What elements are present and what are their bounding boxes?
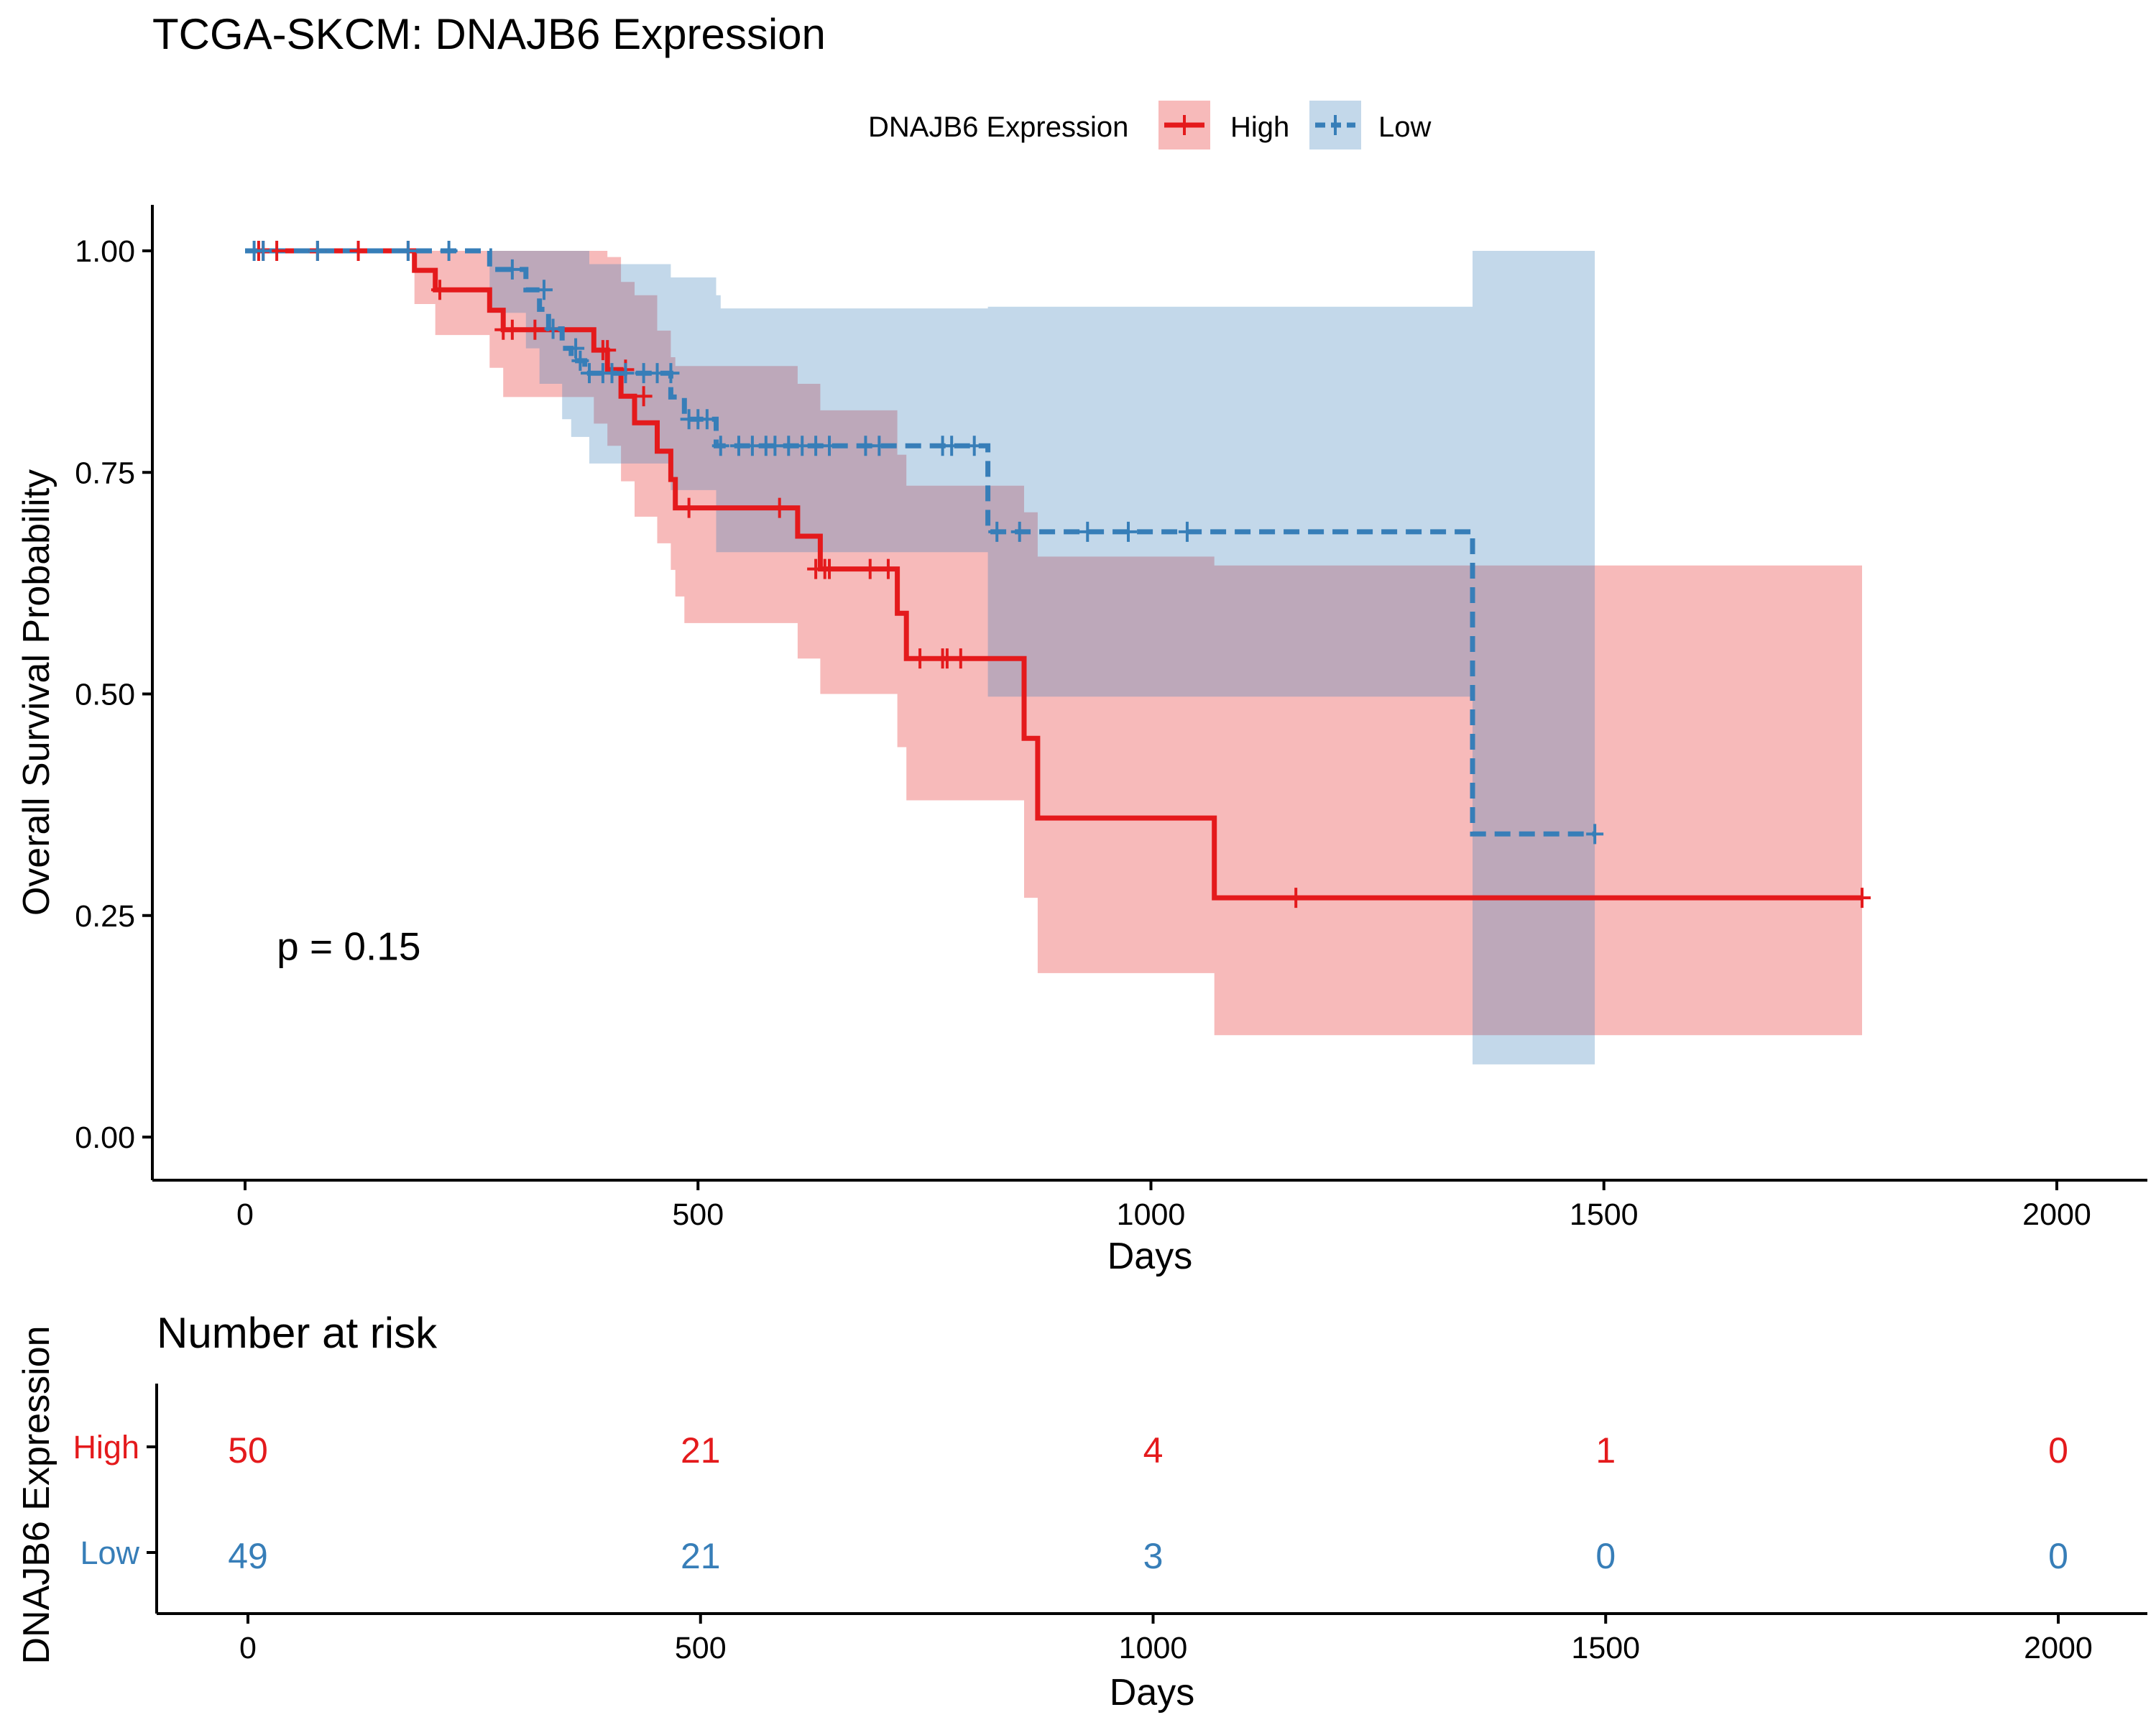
x-tick-label: 1000 xyxy=(1117,1197,1186,1232)
risk-x-tick-label: 2000 xyxy=(2024,1631,2093,1665)
x-tick-label: 500 xyxy=(672,1197,724,1232)
y-tick-label: 0.50 xyxy=(75,678,135,712)
censor-mark-high xyxy=(821,558,839,579)
x-axis-label: Days xyxy=(1107,1236,1192,1277)
y-tick-label: 0.00 xyxy=(75,1121,135,1155)
censor-mark-low xyxy=(988,521,1006,542)
censor-mark-low xyxy=(440,241,458,261)
risk-x-tick-label: 500 xyxy=(675,1631,727,1665)
censor-mark-low xyxy=(254,241,272,261)
p-value-annotation: p = 0.15 xyxy=(277,924,420,968)
censor-mark-high xyxy=(1287,888,1305,908)
censor-mark-low xyxy=(698,409,716,430)
censor-mark-high xyxy=(770,497,788,518)
risk-table-title: Number at risk xyxy=(157,1309,438,1357)
censor-mark-low xyxy=(571,350,589,371)
chart-title: TCGA-SKCM: DNAJB6 Expression xyxy=(152,10,826,58)
risk-cell-low: 0 xyxy=(1595,1536,1616,1576)
censor-mark-high xyxy=(431,280,449,300)
censor-mark-low xyxy=(308,241,326,261)
x-tick-label: 0 xyxy=(236,1197,254,1232)
survival-curve-high xyxy=(245,248,1862,901)
risk-row-label-low: Low xyxy=(80,1535,139,1571)
risk-x-tick-label: 1500 xyxy=(1571,1631,1640,1665)
censor-mark-high xyxy=(349,241,367,261)
censor-mark-high xyxy=(599,340,617,361)
censor-mark-low xyxy=(965,436,983,456)
y-axis-label: Overall Survival Probability xyxy=(16,469,57,916)
censor-mark-high xyxy=(503,319,521,340)
censor-mark-low xyxy=(870,436,888,456)
censor-mark-low xyxy=(1178,521,1196,542)
y-tick-label: 0.75 xyxy=(75,456,135,490)
y-tick-label: 0.25 xyxy=(75,899,135,934)
censor-mark-low xyxy=(1010,521,1028,542)
censor-mark-high xyxy=(952,648,969,669)
censor-mark-low xyxy=(662,363,680,384)
censor-mark-low xyxy=(1586,824,1604,845)
censor-mark-high xyxy=(911,648,929,669)
risk-cell-low: 49 xyxy=(228,1536,268,1576)
y-tick-label: 1.00 xyxy=(75,234,135,269)
risk-table-x-axis-label: Days xyxy=(1110,1672,1194,1714)
censor-mark-high xyxy=(861,558,879,579)
censor-mark-low xyxy=(821,436,839,456)
x-tick-label: 2000 xyxy=(2022,1197,2091,1232)
risk-x-tick-label: 0 xyxy=(239,1631,257,1665)
risk-cell-high: 21 xyxy=(681,1430,721,1471)
censor-mark-high xyxy=(526,319,544,340)
risk-cell-high: 4 xyxy=(1143,1430,1164,1471)
censor-mark-low xyxy=(617,363,635,384)
risk-row-label-high: High xyxy=(73,1429,139,1466)
censor-mark-low xyxy=(544,318,562,339)
km-plot-panel: 0.00 0.25 0.50 0.75 1.00 0 500 1000 1500 2000 p =… xyxy=(16,205,2147,1277)
censor-mark-low xyxy=(399,241,417,261)
censor-mark-low xyxy=(1079,521,1097,542)
risk-cell-low: 0 xyxy=(2048,1536,2068,1576)
legend: DNAJB6 Expression High Low xyxy=(868,101,1431,150)
censor-mark-low xyxy=(1119,521,1137,542)
censor-mark-low xyxy=(567,338,585,359)
x-tick-label: 1500 xyxy=(1570,1197,1639,1232)
risk-cell-low: 21 xyxy=(681,1536,721,1576)
censor-mark-low xyxy=(503,259,521,280)
risk-x-tick-label: 1000 xyxy=(1119,1631,1188,1665)
censor-mark-high xyxy=(879,558,897,579)
legend-title: DNAJB6 Expression xyxy=(868,111,1128,143)
legend-label-high: High xyxy=(1230,111,1289,143)
risk-cell-high: 50 xyxy=(228,1430,268,1471)
censor-mark-low xyxy=(711,436,729,456)
censor-mark-low xyxy=(943,436,961,456)
risk-cell-high: 0 xyxy=(2048,1430,2068,1471)
ci-band-high xyxy=(245,251,1862,1036)
censor-mark-high xyxy=(1853,888,1871,908)
ci-band-low xyxy=(245,251,1595,1064)
censor-mark-high xyxy=(635,386,653,407)
censor-mark-low xyxy=(535,280,553,300)
legend-label-low: Low xyxy=(1378,111,1431,143)
risk-table-y-axis-label: DNAJB6 Expression xyxy=(16,1325,57,1664)
censor-mark-high xyxy=(680,497,698,518)
risk-cell-high: 1 xyxy=(1595,1430,1616,1471)
risk-cell-low: 3 xyxy=(1143,1536,1164,1576)
